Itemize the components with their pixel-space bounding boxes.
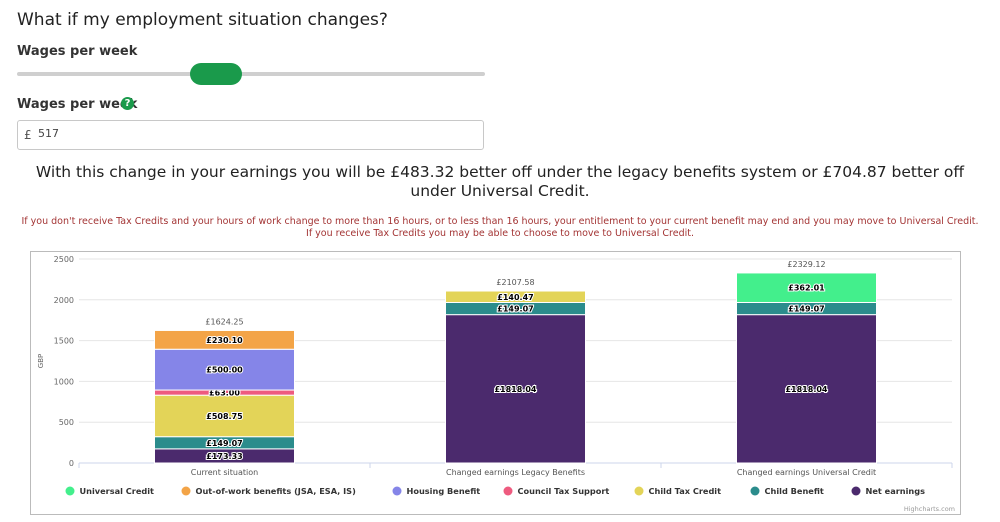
y-axis-label: GBP [37,354,45,368]
x-tick-label: Changed earnings Legacy Benefits [446,468,585,477]
bar-segment [736,272,877,303]
legend-item: Child Tax Credit [649,486,722,496]
bar-segment [736,314,877,464]
data-label: £149.07 [497,305,533,314]
data-label: £230.10 [206,336,243,345]
legend-marker [503,486,513,496]
result-text: With this change in your earnings you wi… [35,163,965,200]
wages-field-label: Wages per week [17,97,138,112]
total-label: £2329.12 [787,260,825,269]
legend-marker [181,486,191,496]
y-tick-label: 2500 [54,255,74,264]
y-tick-label: 500 [59,418,74,427]
legend-marker [851,486,861,496]
bar-segment [445,290,586,303]
data-label: £140.47 [497,293,533,302]
data-label: £500.00 [206,366,243,375]
y-tick-label: 1000 [54,377,74,386]
y-tick-label: 0 [69,459,74,468]
bar-segment [154,348,295,391]
stacked-bar-chart: 0 500 1000 1500 2000 2500 GBP Current situation… [37,255,955,513]
page-heading: What if my employment situation changes? [17,10,388,30]
data-label: £173.33 [206,452,242,461]
chart-credits: Highcharts.com [904,505,955,513]
legend-item: Child Benefit [765,486,824,496]
legend-item: Housing Benefit [407,486,481,496]
bar-segment [154,394,295,438]
y-tick-label: 2000 [54,296,74,305]
data-label: £508.75 [206,412,243,421]
wages-slider-track[interactable] [17,72,485,76]
legend-item: Net earnings [866,486,926,496]
legend-marker [392,486,402,496]
legend-item: Universal Credit [80,486,155,496]
bar-segment [154,329,295,350]
currency-prefix: £ [24,128,32,142]
legend-marker [65,486,75,496]
data-label: £63.00 [209,389,240,398]
data-label: £1818.04 [494,385,536,394]
data-label: £1818.04 [785,385,827,394]
legend-marker [750,486,760,496]
legend-item: Out-of-work benefits (JSA, ESA, IS) [196,486,357,496]
slider-label: Wages per week [17,44,138,59]
y-tick-label: 1500 [54,337,74,346]
wages-input-wrapper: £ [17,120,484,150]
legend-item: Council Tax Support [518,486,610,496]
bar-segment [445,314,586,464]
data-label: £149.07 [788,305,824,314]
wages-input[interactable] [36,126,480,141]
total-label: £2107.58 [496,278,534,287]
warning-text: If you don't receive Tax Credits and you… [21,216,979,239]
legend-marker [634,486,644,496]
help-icon[interactable]: ? [121,97,134,110]
total-label: £1624.25 [205,317,243,326]
wages-slider-handle[interactable] [190,63,242,85]
x-tick-label: Current situation [191,468,258,477]
data-label: £149.07 [206,439,242,448]
chart-container: 0 500 1000 1500 2000 2500 GBP Current situation… [30,251,961,515]
x-tick-label: Changed earnings Universal Credit [737,468,876,477]
data-label: £362.01 [788,284,825,293]
